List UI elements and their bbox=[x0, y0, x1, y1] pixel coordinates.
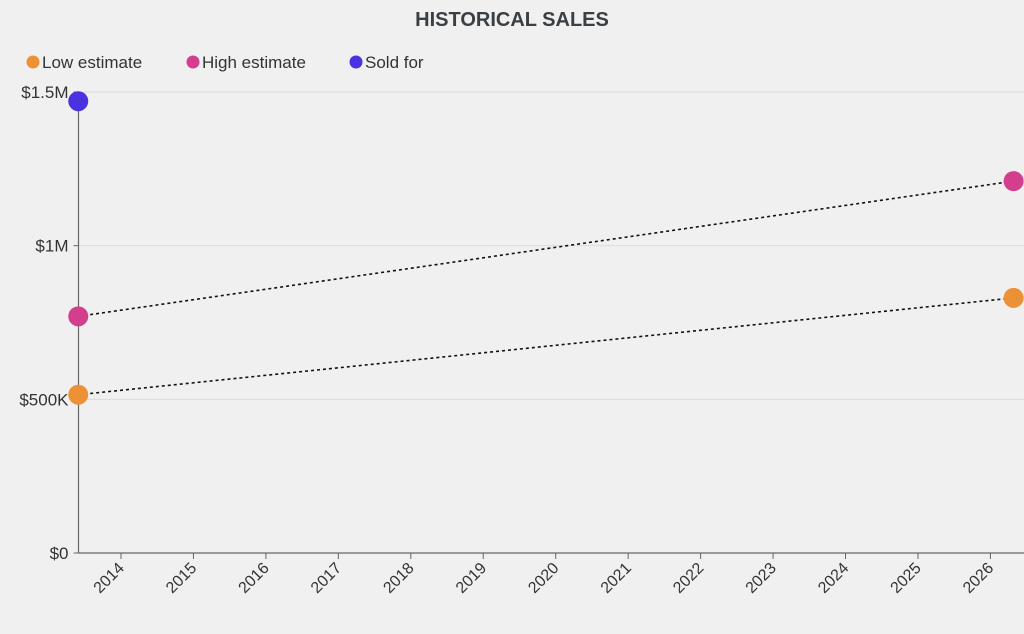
x-tick-label: 2022 bbox=[670, 560, 707, 597]
x-tick-label: 2019 bbox=[453, 560, 490, 597]
legend-marker bbox=[349, 55, 363, 69]
x-tick-label: 2018 bbox=[380, 560, 417, 597]
x-tick-label: 2014 bbox=[91, 560, 128, 597]
x-tick-label: 2024 bbox=[815, 560, 852, 597]
x-tick-label: 2025 bbox=[888, 560, 925, 597]
y-tick-label: $1M bbox=[35, 237, 68, 256]
x-tick-label: 2023 bbox=[743, 560, 780, 597]
data-point bbox=[1003, 287, 1024, 308]
y-tick-label: $1.5M bbox=[21, 83, 68, 102]
legend-marker bbox=[26, 55, 40, 69]
data-point bbox=[68, 384, 89, 405]
data-points bbox=[68, 91, 1024, 405]
x-tick-label: 2017 bbox=[308, 560, 345, 597]
legend-marker bbox=[186, 55, 200, 69]
y-tick-label: $0 bbox=[50, 544, 69, 563]
x-tick-label: 2021 bbox=[598, 560, 635, 597]
legend: Low estimate High estimate Sold for bbox=[26, 53, 424, 72]
trend-lines bbox=[78, 180, 1014, 396]
x-tick-label: 2020 bbox=[525, 560, 562, 597]
chart-title: HISTORICAL SALES bbox=[415, 9, 609, 31]
x-tick-label: 2016 bbox=[236, 560, 273, 597]
data-point bbox=[68, 306, 89, 327]
data-point bbox=[68, 91, 89, 112]
x-tick-label: 2015 bbox=[163, 560, 200, 597]
legend-label: Low estimate bbox=[42, 53, 142, 72]
axes: $0 $500K $1M $1.5M 2014 2015 2016 2017 2018 2019 2… bbox=[19, 83, 1024, 597]
legend-label: High estimate bbox=[202, 53, 306, 72]
y-tick-label: $500K bbox=[19, 390, 69, 409]
trend-line bbox=[78, 180, 1014, 318]
x-tick-label: 2026 bbox=[960, 560, 997, 597]
trend-line bbox=[78, 297, 1014, 396]
legend-label: Sold for bbox=[365, 53, 424, 72]
gridlines bbox=[78, 91, 1024, 400]
data-point bbox=[1003, 171, 1024, 192]
